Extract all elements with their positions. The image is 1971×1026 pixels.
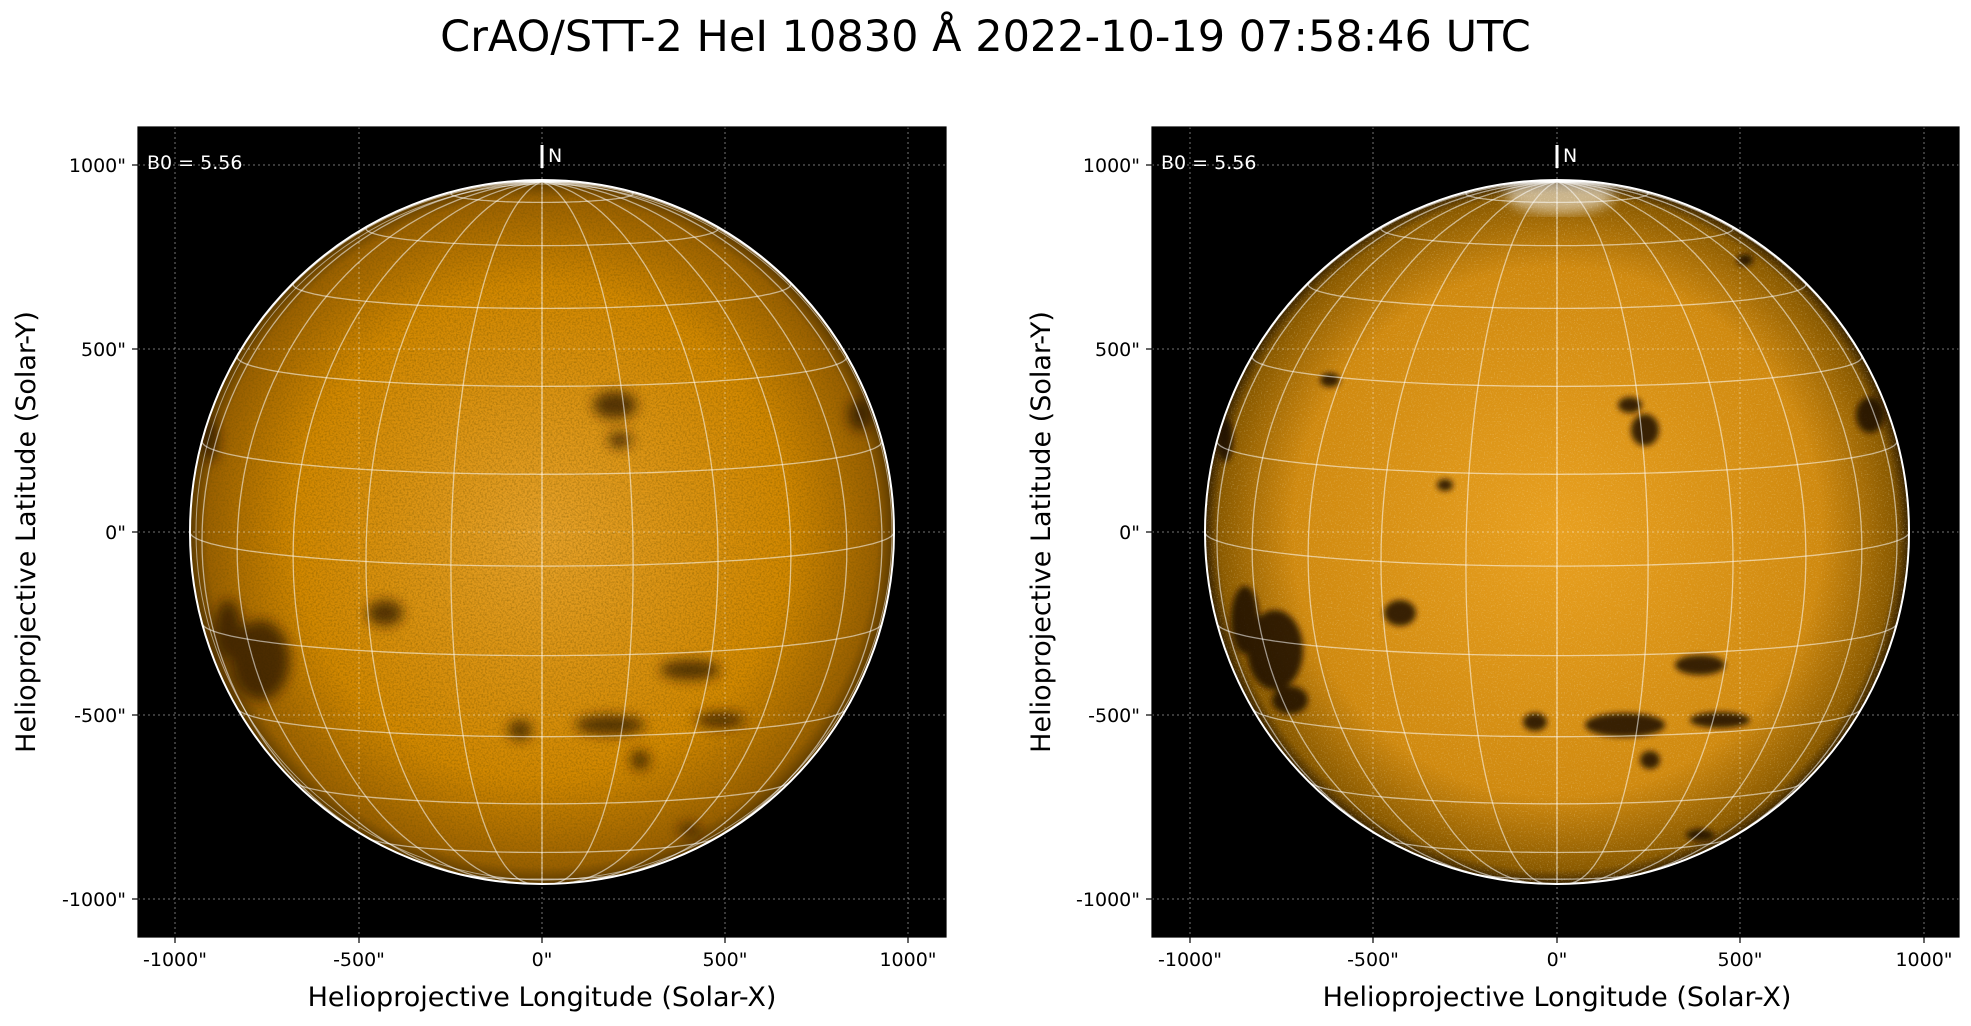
right-x-tick-label: 0" — [1547, 949, 1568, 971]
grid-line — [1556, 181, 1863, 879]
grid-line — [1556, 181, 1649, 884]
right-x-tick-label: -1000" — [1158, 949, 1222, 971]
left-limb-circle-outer — [195, 183, 893, 881]
grid-line — [1252, 708, 1862, 738]
left-b0-label: B0 = 5.56 — [147, 152, 242, 174]
left-limb-circle — [189, 179, 895, 885]
right-y-tick-label: 0" — [1119, 522, 1140, 544]
grid-line — [1380, 181, 1558, 884]
right-x-tick-label: 500" — [1717, 949, 1762, 971]
grid-line — [541, 181, 848, 879]
grid-line — [1556, 181, 1898, 861]
grid-line — [1216, 441, 1898, 475]
right-y-tick-label: 1000" — [1083, 155, 1140, 177]
figure-title: CrAO/STT-2 HeI 10830 Å 2022-10-19 07:58:… — [440, 12, 1531, 62]
right-limb-circle — [1204, 179, 1910, 885]
grid-line — [236, 355, 848, 388]
left-panel: N B0 = 5.56 -1000" -500" 0" 500" 1000" 1… — [11, 126, 947, 1013]
grid-line — [1251, 355, 1863, 388]
grid-line — [1380, 225, 1734, 247]
grid-line — [457, 873, 627, 880]
left-x-tick-label: -500" — [333, 949, 385, 971]
right-y-axis-label: Helioprojective Latitude (Solar-Y) — [1026, 311, 1057, 753]
right-y-tick-marks — [1146, 164, 1152, 900]
right-north-label: N — [1563, 145, 1577, 167]
left-x-tick-label: 1000" — [879, 949, 936, 971]
grid-line — [236, 181, 543, 879]
left-x-tick-label: 500" — [702, 949, 747, 971]
left-x-tick-label: 0" — [532, 949, 553, 971]
grid-line — [365, 181, 543, 884]
grid-line — [1556, 181, 1734, 884]
grid-line — [1556, 181, 1807, 883]
grid-line — [541, 181, 634, 884]
left-y-tick-marks — [132, 164, 138, 900]
grid-line — [541, 181, 792, 883]
grid-line — [365, 225, 719, 247]
left-y-tick-label: 1000" — [69, 155, 126, 177]
right-b0-label: B0 = 5.56 — [1161, 152, 1256, 174]
grid-line — [1465, 181, 1558, 884]
left-x-tick-label: -1000" — [143, 949, 207, 971]
grid-line — [450, 181, 543, 884]
grid-line — [292, 282, 792, 310]
grid-line — [368, 837, 716, 854]
grid-line — [1307, 282, 1807, 310]
left-y-tick-label: -500" — [74, 705, 126, 727]
right-y-tick-label: -500" — [1088, 705, 1140, 727]
right-y-tick-label: 500" — [1095, 339, 1140, 361]
right-x-tick-label: -500" — [1347, 949, 1399, 971]
grid-line — [1307, 181, 1558, 883]
left-y-tick-label: 0" — [105, 522, 126, 544]
grid-line — [201, 181, 543, 861]
right-x-tick-label: 1000" — [1895, 949, 1952, 971]
grid-line — [1205, 531, 1909, 567]
right-panel: N B0 = 5.56 -1000" -500" 0" 500" 1000" 1… — [1026, 126, 1960, 1013]
left-x-axis-label: Helioprojective Longitude (Solar-X) — [308, 982, 777, 1013]
left-dotted-axis-grid — [138, 127, 946, 937]
grid-line — [294, 781, 790, 805]
right-x-axis-label: Helioprojective Longitude (Solar-X) — [1323, 982, 1792, 1013]
grid-line — [1465, 189, 1649, 204]
grid-line — [541, 181, 719, 884]
grid-line — [1472, 873, 1642, 880]
grid-line — [237, 708, 847, 738]
grid-line — [1251, 181, 1558, 879]
right-dotted-axis-grid — [1152, 127, 1959, 937]
right-x-tick-marks — [1189, 937, 1925, 943]
left-y-tick-label: -1000" — [62, 889, 126, 911]
left-y-tick-label: 500" — [81, 339, 126, 361]
left-x-tick-marks — [174, 937, 909, 943]
grid-line — [201, 441, 883, 475]
grid-line — [292, 181, 543, 883]
left-y-axis-label: Helioprojective Latitude (Solar-Y) — [11, 311, 42, 753]
grid-line — [201, 623, 883, 657]
right-y-tick-label: -1000" — [1076, 889, 1140, 911]
left-north-label: N — [548, 145, 562, 167]
grid-line — [1309, 781, 1805, 805]
grid-line — [1216, 181, 1558, 861]
grid-line — [190, 531, 894, 567]
grid-line — [1383, 837, 1731, 854]
grid-line — [1216, 623, 1898, 657]
